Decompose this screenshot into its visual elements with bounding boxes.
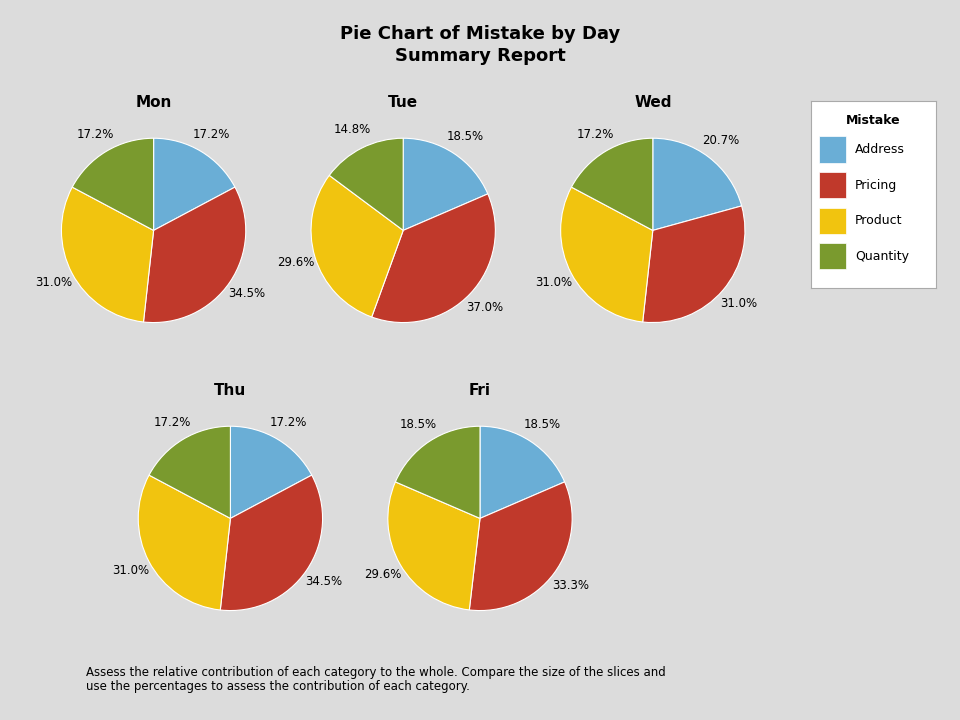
Text: 17.2%: 17.2% [193,127,230,140]
Text: 31.0%: 31.0% [112,564,150,577]
Wedge shape [61,187,154,322]
Wedge shape [480,426,564,518]
Title: Tue: Tue [388,95,419,110]
Text: 14.8%: 14.8% [334,123,372,136]
Text: Mistake: Mistake [847,114,900,127]
Text: 17.2%: 17.2% [576,127,613,140]
Text: Pricing: Pricing [854,179,898,192]
Wedge shape [571,138,653,230]
Title: Fri: Fri [469,383,491,398]
Wedge shape [653,138,742,230]
Text: Address: Address [854,143,904,156]
Text: 31.0%: 31.0% [720,297,756,310]
Text: 34.5%: 34.5% [228,287,265,300]
Wedge shape [230,426,312,518]
Text: Quantity: Quantity [854,250,909,263]
Title: Thu: Thu [214,383,247,398]
Bar [819,172,846,198]
Text: 31.0%: 31.0% [535,276,572,289]
Text: 18.5%: 18.5% [399,418,437,431]
Text: Summary Report: Summary Report [395,47,565,65]
Text: use the percentages to assess the contribution of each category.: use the percentages to assess the contri… [86,680,470,693]
Wedge shape [72,138,154,230]
Text: 37.0%: 37.0% [467,301,504,314]
Title: Mon: Mon [135,95,172,110]
Text: 18.5%: 18.5% [523,418,561,431]
Wedge shape [138,475,230,610]
Wedge shape [561,187,653,322]
Bar [819,207,846,234]
Text: 29.6%: 29.6% [364,568,401,581]
Text: 34.5%: 34.5% [305,575,342,588]
Wedge shape [329,138,403,230]
Text: Assess the relative contribution of each category to the whole. Compare the size: Assess the relative contribution of each… [86,666,666,679]
Wedge shape [372,194,495,323]
Text: 17.2%: 17.2% [154,415,191,428]
Text: 33.3%: 33.3% [552,579,588,592]
Wedge shape [149,426,230,518]
Wedge shape [396,426,480,518]
Wedge shape [311,176,403,317]
Text: 17.2%: 17.2% [270,415,307,428]
Title: Wed: Wed [634,95,672,110]
Wedge shape [388,482,480,610]
Text: 20.7%: 20.7% [703,135,739,148]
Bar [819,136,846,163]
Bar [819,243,846,269]
Wedge shape [469,482,572,611]
Text: 31.0%: 31.0% [36,276,73,289]
Text: 29.6%: 29.6% [276,256,314,269]
Wedge shape [154,138,235,230]
Wedge shape [220,475,323,611]
Wedge shape [642,206,745,323]
Wedge shape [403,138,488,230]
Wedge shape [143,187,246,323]
Text: 18.5%: 18.5% [446,130,484,143]
Text: Pie Chart of Mistake by Day: Pie Chart of Mistake by Day [340,25,620,43]
Text: Product: Product [854,214,902,227]
Text: 17.2%: 17.2% [77,127,114,140]
